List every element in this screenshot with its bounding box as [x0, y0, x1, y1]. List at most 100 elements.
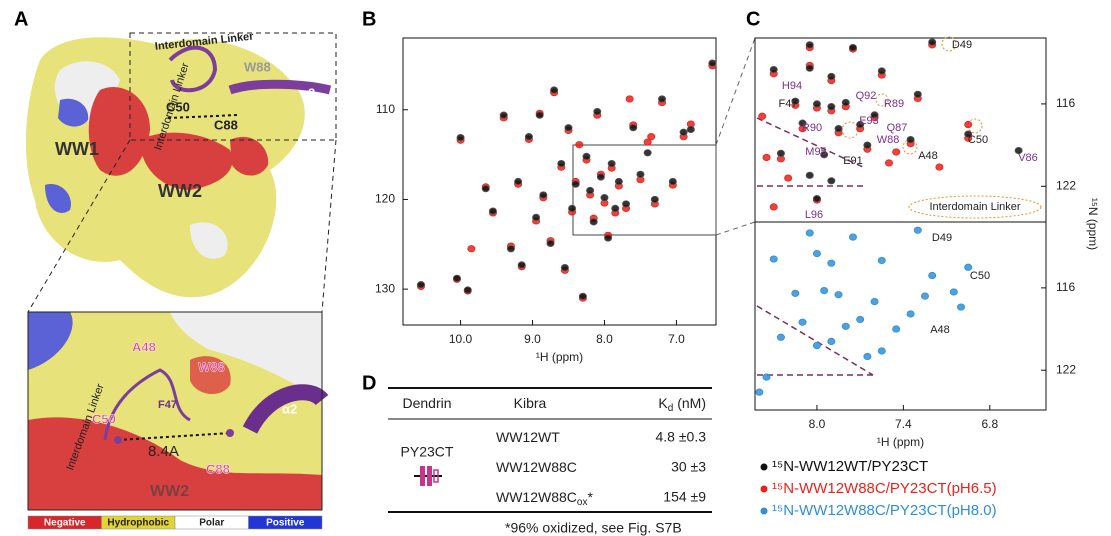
- table-text: WW12W88C: [496, 489, 577, 505]
- peak: [643, 149, 652, 157]
- table-text: Kibra: [514, 395, 547, 411]
- peak: [586, 186, 595, 195]
- peak: [812, 341, 821, 350]
- table-cell: Dendrin: [402, 395, 451, 411]
- peak-label: D49: [932, 232, 952, 244]
- peak: [658, 95, 667, 103]
- peak: [1014, 146, 1023, 155]
- panel-label: B: [362, 8, 376, 30]
- legend-marker: [760, 507, 768, 515]
- peak: [776, 333, 785, 341]
- peak: [708, 59, 717, 67]
- structure-label: W88: [244, 59, 271, 74]
- y-tick-label: 116: [1056, 280, 1075, 294]
- peak: [877, 347, 886, 355]
- zoom-box: [129, 32, 337, 141]
- inset-label: C88: [206, 461, 230, 476]
- structure-label: C88: [214, 117, 238, 132]
- y-tick-label: 110: [376, 102, 395, 116]
- peak: [524, 133, 533, 141]
- peak: [877, 67, 886, 75]
- peak-label: A48: [930, 324, 950, 336]
- peak: [647, 133, 656, 141]
- table-text: WW12W88C: [496, 459, 577, 475]
- legend-label: ¹⁵N-WW12WT/PY23CT: [772, 458, 928, 475]
- peak: [416, 281, 425, 289]
- peak: [848, 44, 857, 52]
- linker-region: [756, 305, 874, 376]
- table-text: ox: [577, 497, 588, 508]
- inset-label: F47: [158, 399, 177, 411]
- peak: [964, 130, 973, 138]
- peak: [578, 292, 587, 300]
- legend-label: ¹⁵N-WW12W88C/PY23CT(pH6.5): [772, 480, 997, 497]
- peak: [906, 310, 915, 318]
- peak: [892, 325, 901, 333]
- table-cell: 4.8 ±0.3: [656, 429, 707, 445]
- peak: [812, 195, 821, 203]
- peak: [827, 259, 836, 267]
- panel-label: C: [746, 8, 760, 30]
- legend-label: ¹⁵N-WW12W88C/PY23CT(pH8.0): [772, 502, 997, 519]
- x-tick-label: 8.0: [596, 332, 613, 346]
- colorbar-label: Polar: [199, 518, 224, 529]
- table-text: (nM): [673, 395, 706, 411]
- peak: [604, 234, 613, 242]
- x-tick-label: 10.0: [449, 332, 473, 346]
- peak: [762, 153, 771, 162]
- structure-label: α2: [300, 85, 315, 100]
- zoom-box: [572, 144, 717, 236]
- peak: [863, 141, 872, 149]
- peak: [636, 170, 645, 178]
- y-tick-label: 122: [1056, 362, 1076, 376]
- table-cell: PY23CT: [401, 444, 454, 460]
- peak: [964, 263, 973, 271]
- x-tick-label: 6.8: [981, 417, 998, 431]
- peak: [625, 95, 634, 103]
- structure-label: WW1: [55, 139, 99, 159]
- peak: [539, 191, 548, 199]
- peak: [550, 86, 559, 94]
- peak: [957, 303, 966, 311]
- peak: [798, 318, 807, 326]
- peak: [596, 173, 605, 181]
- colorbar-segment: [248, 515, 323, 530]
- peak: [805, 229, 814, 237]
- colorbar-label: Positive: [266, 518, 305, 529]
- peak: [564, 124, 573, 132]
- y-tick-label: 116: [1056, 96, 1075, 110]
- peak-label: D49: [952, 39, 972, 51]
- peak: [575, 141, 584, 149]
- peak: [535, 111, 544, 119]
- peak: [650, 195, 659, 204]
- x-axis-label: ¹H (ppm): [536, 350, 583, 364]
- inset-label: WW2: [150, 483, 189, 500]
- peak: [546, 239, 555, 247]
- inset-surface: [28, 312, 329, 510]
- peptide-icon: [414, 466, 442, 486]
- peak-label: C50: [968, 134, 988, 146]
- peak-label: E91: [843, 155, 863, 167]
- zoom-line: [27, 139, 131, 313]
- peak: [870, 297, 879, 306]
- peak-label: A48: [918, 150, 938, 162]
- peak: [582, 152, 591, 160]
- x-tick-label: 7.4: [895, 417, 912, 431]
- peak: [928, 38, 937, 46]
- peak: [776, 149, 785, 157]
- peak: [769, 65, 778, 74]
- peak: [568, 204, 577, 213]
- peak: [668, 177, 677, 186]
- peak: [834, 291, 843, 299]
- table-text: K: [658, 395, 668, 411]
- peak: [452, 274, 461, 282]
- peak: [812, 249, 821, 258]
- structure-surface: [25, 37, 332, 298]
- peak: [600, 194, 609, 202]
- peak-label: R90: [802, 122, 822, 134]
- peak: [913, 90, 922, 98]
- peak-label: F47: [779, 98, 798, 110]
- peak: [532, 213, 541, 221]
- zoom-line: [715, 221, 756, 236]
- peak-label: Q87: [887, 122, 908, 134]
